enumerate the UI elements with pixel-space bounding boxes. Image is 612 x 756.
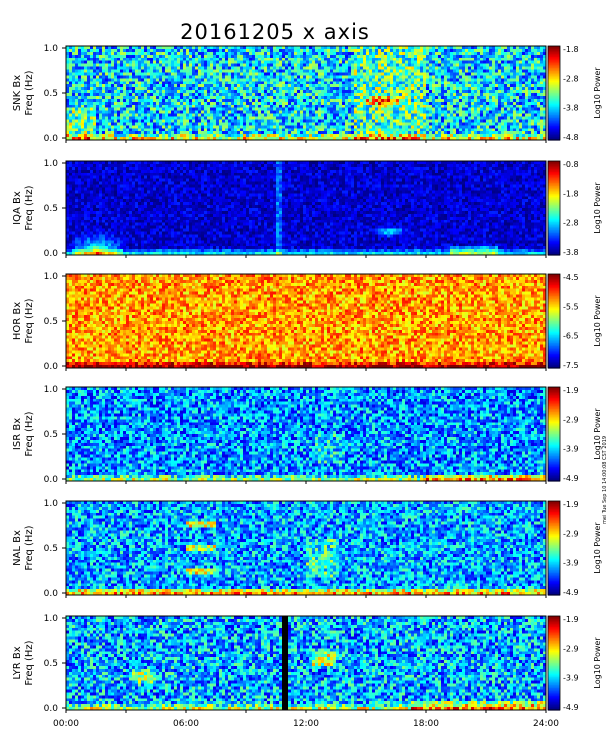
colorbar-tick-label: -4.9 [563,703,579,712]
colorbar-label: Log10 Power [593,637,602,689]
colorbar-tick-label: -1.9 [563,615,579,624]
colorbar: -1.9 -2.9 -3.9 -4.9 Log10 Power [548,386,602,483]
y-axis-label: IQA BxFreq (Hz) [12,185,35,230]
colorbar-tick-label: -2.9 [563,415,579,424]
colorbar-tick-label: -1.9 [563,500,579,509]
y-tick-label: 0.5 [44,430,58,440]
spectrogram-image [66,161,546,255]
y-axis-label: NAL BxFreq (Hz) [12,525,35,570]
x-tick-label: 06:00 [173,719,199,729]
y-axis-label: HOR BxFreq (Hz) [12,298,35,343]
colorbar-tick-label: -4.8 [563,133,579,142]
y-axis-label: SNK BxFreq (Hz) [12,70,35,115]
spectrogram-image [66,501,546,595]
figure-title: 20161205 x axis [180,20,370,44]
y-tick-label: 1.0 [44,499,59,509]
side-note: mei Tue Sep 10 14:00:08 CST 2019 [602,436,608,524]
y-tick-label: 0.5 [44,317,58,327]
colorbar-tick-label: -3.9 [563,559,579,568]
y-tick-label: 0.0 [44,134,59,144]
y-tick-label: 0.0 [44,362,59,372]
colorbar-tick-label: -3.8 [563,248,579,257]
y-tick-label: 1.0 [44,272,59,282]
x-tick-label: 18:00 [413,719,439,729]
y-tick-label: 1.0 [44,385,59,395]
y-tick-label: 1.0 [44,44,59,54]
y-tick-label: 0.5 [44,659,58,669]
y-tick-label: 0.5 [44,89,58,99]
y-tick-label: 1.0 [44,614,59,624]
colorbar: -1.9 -2.9 -3.9 -4.9 Log10 Power [548,615,602,712]
panel-isr: 0.0 0.5 1.0 ISR BxFreq (Hz) -1.9 -2.9 -3.9 -4.9… [12,385,602,485]
colorbar-tick-label: -5.5 [563,302,579,311]
colorbar-tick-label: -2.9 [563,644,579,653]
colorbar-tick-label: -3.9 [563,445,579,454]
colorbar-label: Log10 Power [593,408,602,460]
colorbar: -1.9 -2.9 -3.9 -4.9 Log10 Power [548,500,602,597]
colorbar-tick-label: -6.5 [563,332,579,341]
panel-nal: 0.0 0.5 1.0 NAL BxFreq (Hz) -1.9 -2.9 -3.9 -4.9… [12,499,602,599]
y-tick-label: 1.0 [44,159,59,169]
colorbar-tick-label: -2.8 [563,219,579,228]
y-tick-label: 0.5 [44,544,58,554]
colorbar: -1.8 -2.8 -3.8 -4.8 Log10 Power [548,45,602,142]
spectrogram-image [66,46,546,140]
y-axis-label: ISR BxFreq (Hz) [12,411,35,456]
x-tick-label: 12:00 [293,719,319,729]
colorbar-tick-label: -4.5 [563,273,579,282]
colorbar-label: Log10 Power [593,67,602,119]
panel-lyr: 0.0 0.5 1.0 LYR BxFreq (Hz) -1.9 -2.9 -3.9 -4.9… [12,614,602,714]
panel-hor: 0.0 0.5 1.0 HOR BxFreq (Hz) -4.5 -5.5 -6.5 -7.5… [12,272,602,372]
colorbar-tick-label: -0.8 [563,160,579,169]
y-tick-label: 0.0 [44,249,59,259]
spectrogram-image [66,616,546,710]
colorbar-tick-label: -1.8 [563,189,579,198]
y-axis-label: LYR BxFreq (Hz) [12,640,35,685]
colorbar-tick-label: -4.9 [563,588,579,597]
colorbar-tick-label: -7.5 [563,361,579,370]
colorbar-label: Log10 Power [593,182,602,234]
colorbar-label: Log10 Power [593,295,602,347]
spectrogram-image [66,387,546,481]
spectrogram-figure: 20161205 x axis 0.0 0.5 1.0 SNK BxFreq (Hz)… [0,0,612,756]
colorbar: -0.8 -1.8 -2.8 -3.8 Log10 Power [548,160,602,257]
y-tick-label: 0.0 [44,704,59,714]
colorbar-tick-label: -3.8 [563,104,579,113]
y-tick-label: 0.5 [44,204,58,214]
colorbar-tick-label: -1.8 [563,45,579,54]
colorbar-tick-label: -3.9 [563,674,579,683]
colorbar-label: Log10 Power [593,522,602,574]
panel-iqa: 0.0 0.5 1.0 IQA BxFreq (Hz) -0.8 -1.8 -2.8 -3.8… [12,159,602,259]
colorbar: -4.5 -5.5 -6.5 -7.5 Log10 Power [548,273,602,370]
colorbar-tick-label: -2.8 [563,74,579,83]
colorbar-tick-label: -4.9 [563,474,579,483]
x-tick-label: 24:00 [533,719,559,729]
x-tick-label: 00:00 [53,719,79,729]
y-tick-label: 0.0 [44,589,59,599]
colorbar-tick-label: -1.9 [563,386,579,395]
colorbar-tick-label: -2.9 [563,529,579,538]
panel-snk: 0.0 0.5 1.0 SNK BxFreq (Hz) -1.8 -2.8 -3.8 -4.8… [12,44,602,144]
spectrogram-image [66,274,546,368]
y-tick-label: 0.0 [44,475,59,485]
